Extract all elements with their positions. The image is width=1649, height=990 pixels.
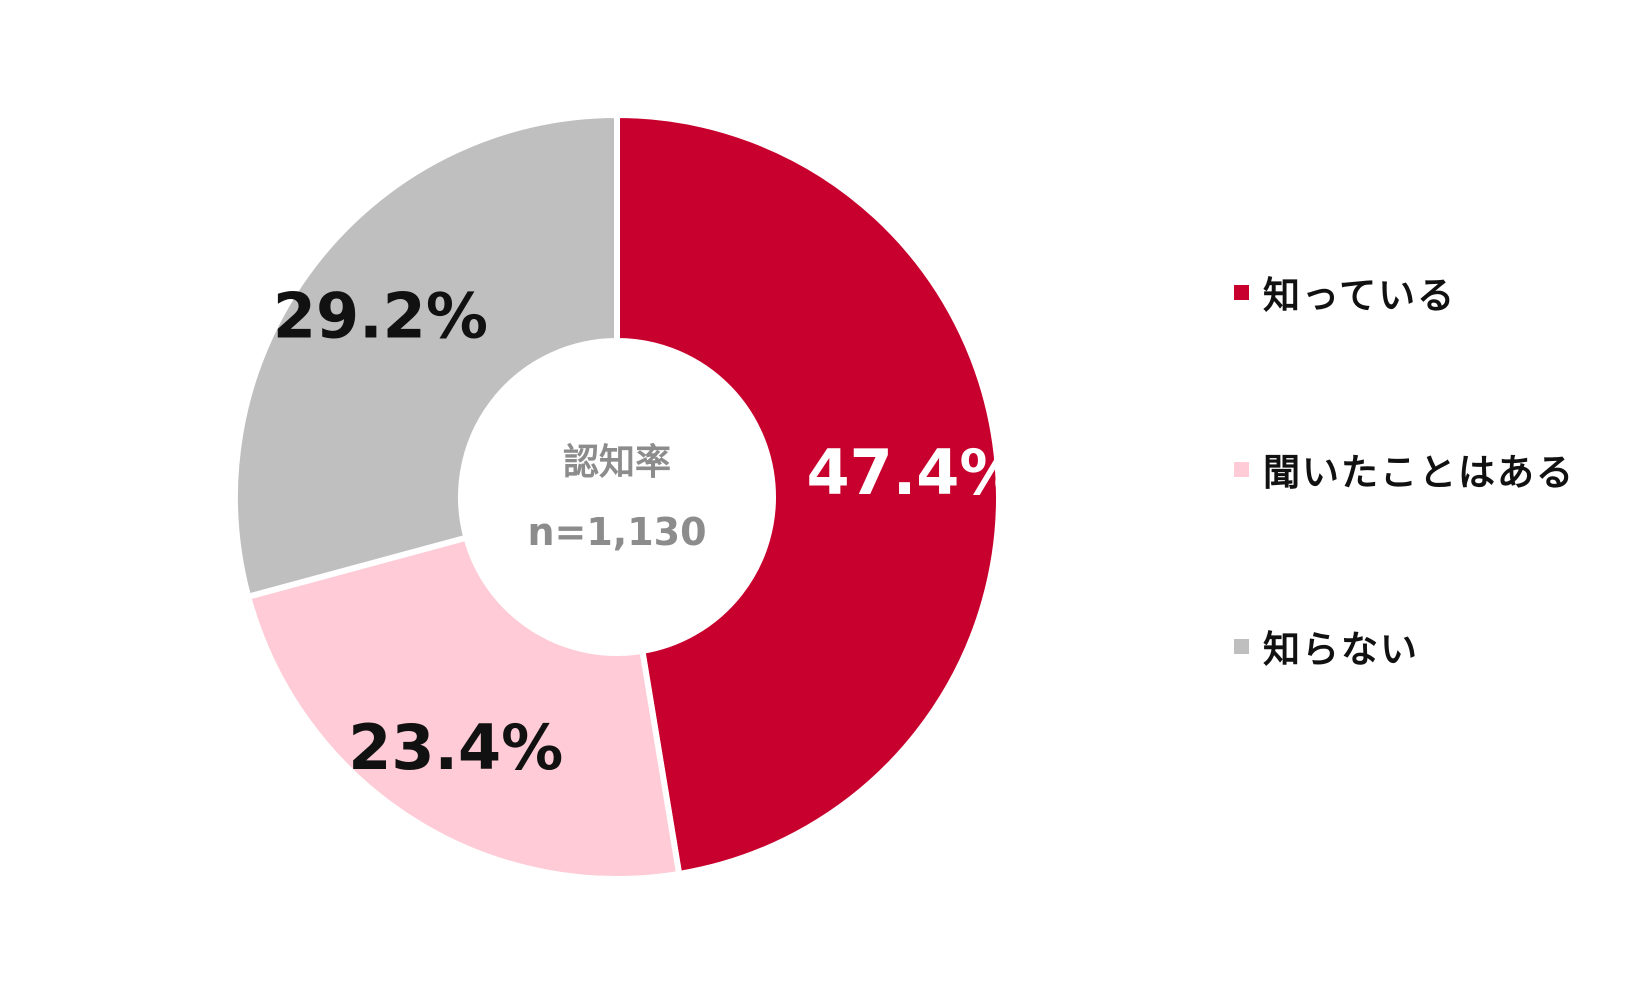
slice-value-label-kiita-koto-wa-aru: 23.4% — [348, 711, 563, 784]
legend-swatch-shitteiru — [1234, 284, 1249, 300]
legend-item-shiranai: 知らない — [1234, 626, 1575, 671]
center-title: 認知率 — [563, 442, 671, 483]
legend-swatch-shiranai — [1234, 638, 1249, 654]
slice-value-label-shiranai: 29.2% — [273, 279, 488, 352]
legend-item-shitteiru: 知っている — [1234, 272, 1575, 317]
slice-value-label-shitteiru: 47.4% — [806, 436, 1021, 509]
legend: 知っている 聞いたことはある 知らない — [1234, 272, 1575, 803]
slice-shitteiru — [614, 111, 1002, 878]
center-sample-size: n=1,130 — [527, 510, 706, 554]
legend-label-shitteiru: 知っている — [1263, 274, 1457, 317]
slice-shiranai — [232, 111, 620, 601]
legend-swatch-kiita-koto-wa-aru — [1234, 461, 1249, 477]
slice-labels-group: 47.4% 23.4% 29.2% — [273, 279, 1022, 784]
legend-label-shiranai: 知らない — [1263, 628, 1419, 671]
slice-kiita-koto-wa-aru — [244, 534, 683, 882]
legend-item-kiita-koto-wa-aru: 聞いたことはある — [1234, 449, 1575, 494]
slices-group — [232, 111, 1002, 882]
legend-label-kiita-koto-wa-aru: 聞いたことはある — [1263, 451, 1575, 494]
